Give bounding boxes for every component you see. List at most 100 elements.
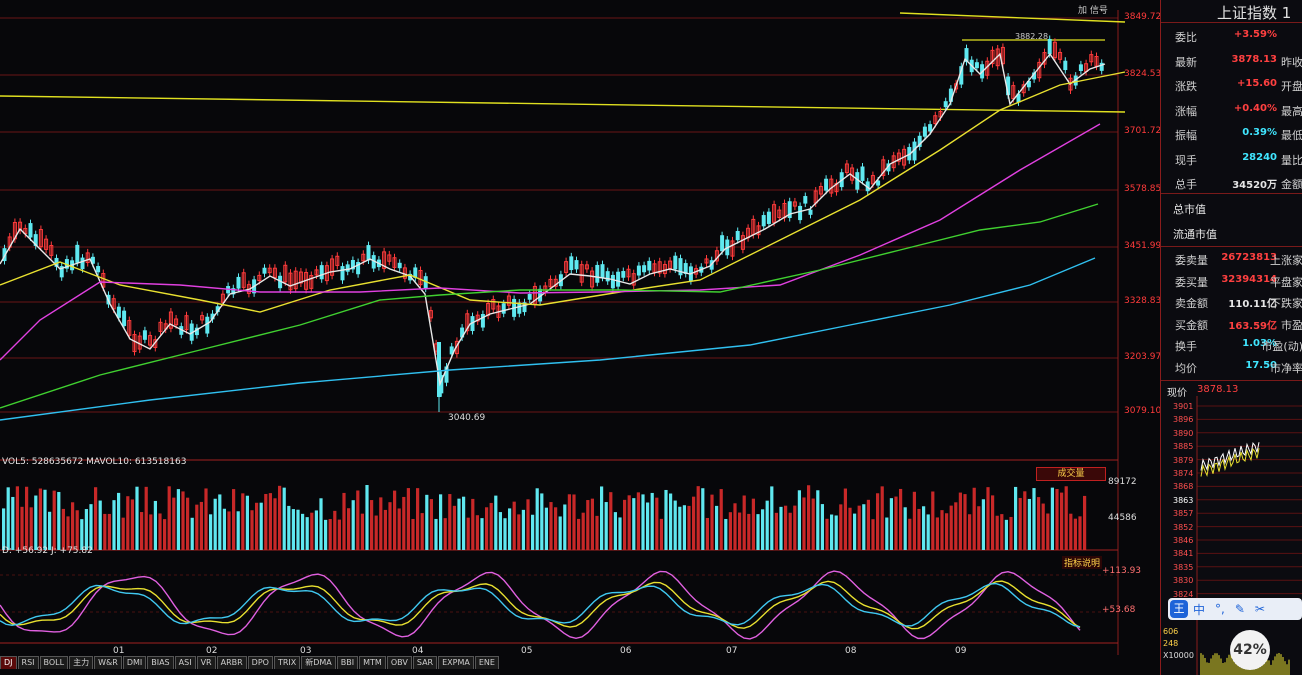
indicator-tab[interactable]: ASI — [174, 656, 196, 669]
indicator-tab[interactable]: DMI — [122, 656, 147, 669]
candlestick — [621, 271, 626, 278]
mini-axis-label: 3896 — [1173, 415, 1194, 425]
volume-bar — [876, 493, 880, 550]
indicator-tab[interactable]: DPO — [247, 656, 273, 669]
mini-axis-label: 3852 — [1173, 522, 1194, 532]
candlestick — [340, 266, 345, 281]
candlestick — [293, 270, 298, 290]
candlestick — [584, 264, 589, 270]
indicator-tab[interactable]: SAR — [412, 656, 438, 669]
volume-indicator-button[interactable]: 成交量 — [1036, 467, 1106, 481]
quote-row: 最新 3878.13 昨收 — [1161, 49, 1302, 73]
candlestick — [704, 258, 709, 264]
indicator-tab[interactable]: 新DMA — [301, 656, 336, 669]
volume-bar — [457, 498, 461, 550]
volume-bar — [1064, 486, 1068, 550]
kline-chart[interactable] — [0, 0, 1160, 675]
volume-bar — [678, 506, 682, 550]
candlestick — [382, 251, 387, 269]
volume-bar — [25, 486, 29, 550]
volume-bar — [301, 513, 305, 550]
intraday-mini-chart[interactable] — [1161, 396, 1302, 675]
indicator-tab[interactable]: ENE — [474, 656, 499, 669]
indicator-tab[interactable]: W&R — [94, 656, 122, 669]
volume-bar — [747, 513, 751, 550]
ime-logo-icon[interactable]: 王 — [1170, 600, 1188, 618]
volume-bar — [705, 517, 709, 550]
ime-punct-key[interactable]: °, — [1215, 602, 1225, 616]
price-axis-top: 3849.72 — [1124, 12, 1162, 22]
candlestick — [200, 315, 205, 321]
candlestick — [657, 261, 662, 274]
volume-bar — [632, 498, 636, 550]
candlestick — [298, 271, 303, 284]
volume-bar — [149, 514, 153, 550]
candlestick — [626, 268, 631, 278]
candlestick — [428, 310, 433, 319]
volume-bar — [1069, 513, 1073, 550]
volume-bar — [696, 486, 700, 550]
candlestick — [824, 178, 829, 191]
candlestick — [330, 258, 335, 276]
volume-bar — [397, 508, 401, 550]
ime-pen-icon[interactable]: ✎ — [1234, 602, 1245, 616]
indicator-tab[interactable]: BOLL — [39, 656, 69, 669]
volume-bar — [411, 518, 415, 550]
volume-bar — [972, 487, 976, 550]
ime-scissors-icon[interactable]: ✂ — [1254, 602, 1265, 616]
volume-legend: VOL5: 528635672 MAVOL10: 613518163 — [2, 457, 187, 467]
ime-toolbar[interactable]: 王 中 °, ✎ ✂ — [1168, 598, 1302, 620]
indicator-tab[interactable]: MTM — [359, 656, 386, 669]
indicator-tabs: DJ RSI BOLL 主力 W&R DMI BIAS ASI VR ARBR DPO TRIX 新DM… — [0, 656, 500, 669]
candlestick — [1078, 64, 1083, 72]
volume-bar — [342, 492, 346, 550]
indicator-tab[interactable]: VR — [196, 656, 216, 669]
volume-bar — [977, 506, 981, 550]
volume-bar — [199, 501, 203, 550]
volume-bar — [434, 518, 438, 550]
indicator-tab[interactable]: 主力 — [69, 656, 94, 669]
volume-bar — [98, 500, 102, 550]
quote-row: 换手 1.03% 市盈(动) — [1161, 333, 1302, 357]
indicator-tab[interactable]: DJ — [0, 656, 17, 669]
volume-bar — [788, 512, 792, 550]
candlestick — [283, 264, 288, 283]
volume-bar — [57, 491, 61, 550]
volume-bar — [940, 510, 944, 550]
volume-bar — [503, 518, 507, 550]
volume-bar — [117, 492, 121, 550]
row-value: 1.03% — [1242, 338, 1277, 349]
candlestick — [803, 196, 808, 204]
volume-bar — [328, 519, 332, 550]
indicator-tab[interactable]: BBI — [336, 656, 359, 669]
indicator-tab[interactable]: OBV — [386, 656, 412, 669]
kline-chart-area[interactable]: 加 信号 3849.72 3824.53 3701.72 3578.85 345… — [0, 0, 1162, 675]
candlestick — [595, 264, 600, 283]
indicator-tab[interactable]: BIAS — [147, 656, 174, 669]
volume-bar — [636, 492, 640, 550]
mini-axis-label: 3835 — [1173, 562, 1194, 572]
candlestick — [418, 269, 423, 286]
indicator-help-button[interactable]: 指标说明 — [1062, 556, 1103, 569]
candlestick — [574, 260, 579, 270]
candlestick — [740, 235, 745, 250]
volume-bar — [949, 505, 953, 550]
volume-bar — [802, 497, 806, 550]
indicator-tab[interactable]: RSI — [17, 656, 39, 669]
top-links[interactable]: 加 信号 — [1078, 6, 1108, 16]
volume-bar — [429, 499, 433, 550]
volume-bar — [1027, 498, 1031, 550]
ime-chinese-key[interactable]: 中 — [1193, 602, 1206, 617]
candlestick — [101, 273, 106, 288]
row-label: 卖金额 — [1175, 297, 1208, 310]
row-value: 0.39% — [1242, 127, 1277, 138]
candlestick — [158, 321, 163, 332]
indicator-tab[interactable]: ARBR — [216, 656, 247, 669]
volume-bar — [641, 494, 645, 550]
row-suffix: 昨收 — [1281, 55, 1302, 69]
candlestick — [90, 256, 95, 264]
indicator-tab[interactable]: EXPMA — [438, 656, 474, 669]
volume-bar — [471, 498, 475, 550]
volume-bar — [673, 500, 677, 550]
indicator-tab[interactable]: TRIX — [273, 656, 301, 669]
